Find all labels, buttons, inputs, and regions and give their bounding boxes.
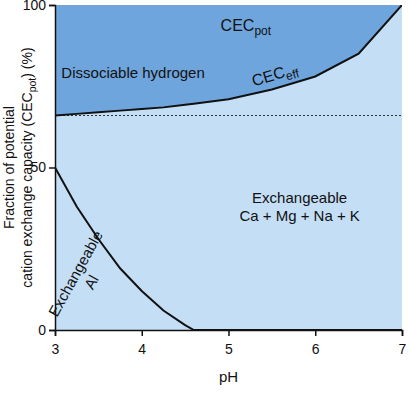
marks bbox=[55, 5, 402, 330]
text-run: CEC bbox=[250, 63, 287, 89]
subscript: pot bbox=[26, 78, 38, 93]
series-label: ExchangeableAl bbox=[45, 228, 122, 328]
text-run: CEC bbox=[221, 17, 255, 34]
y-axis-label-line: cation exchange capacity (CECpot) (%) bbox=[19, 47, 38, 287]
area bbox=[55, 5, 402, 116]
tick-mark bbox=[49, 5, 55, 7]
boundary-line bbox=[55, 5, 402, 116]
tick-label: 100 bbox=[23, 0, 47, 13]
text-run: Fraction of potential bbox=[1, 106, 17, 229]
x-axis-label: pH bbox=[219, 368, 238, 385]
tick-mark bbox=[228, 330, 230, 336]
x-axis: 3 4 5 6 7 bbox=[52, 330, 407, 357]
tick: 0 bbox=[38, 322, 55, 338]
axis-line bbox=[49, 6, 56, 331]
tick-label: 3 bbox=[52, 341, 60, 357]
tick-mark bbox=[315, 330, 317, 336]
series-label-line: Dissociable hydrogen bbox=[61, 64, 204, 81]
tick: 6 bbox=[312, 330, 320, 357]
tick: 7 bbox=[399, 330, 407, 357]
tick-label: 0 bbox=[38, 322, 46, 338]
series-label-line: Ca + Mg + Na + K bbox=[239, 207, 359, 224]
series-label: Dissociable hydrogen bbox=[61, 64, 204, 81]
reference-line bbox=[55, 115, 402, 116]
tick-label: 6 bbox=[312, 341, 320, 357]
tick-mark bbox=[402, 330, 404, 336]
chart: 34567050100pHExchangeableAlExchangeableC… bbox=[0, 0, 410, 395]
subscript: pot bbox=[254, 24, 271, 38]
axis-line bbox=[56, 331, 403, 337]
tick-label: 7 bbox=[399, 341, 407, 357]
text-run: ) (%) bbox=[19, 47, 35, 77]
y-axis-label-line: Fraction of potential bbox=[1, 106, 17, 229]
y-axis-label: Fraction of potentialcation exchange cap… bbox=[1, 47, 38, 287]
tick-mark bbox=[49, 167, 55, 169]
area bbox=[55, 5, 402, 330]
series-label-line: Exchangeable bbox=[45, 228, 106, 319]
annotation: CECeff bbox=[250, 59, 302, 93]
tick-label: 4 bbox=[138, 341, 146, 357]
tick: 100 bbox=[23, 0, 55, 13]
series-label-line: Al bbox=[80, 272, 101, 292]
tick-mark bbox=[142, 330, 144, 336]
text-run: cation exchange capacity (CEC bbox=[19, 92, 35, 287]
tick: 3 bbox=[52, 330, 60, 357]
tick: 4 bbox=[138, 330, 146, 357]
subscript: eff bbox=[284, 66, 301, 83]
annotation: CECpot bbox=[221, 17, 272, 38]
tick-mark bbox=[49, 330, 55, 332]
tick-label: 5 bbox=[225, 341, 233, 357]
series-label-line: Exchangeable bbox=[252, 189, 347, 206]
tick: 5 bbox=[225, 330, 233, 357]
series-label: ExchangeableCa + Mg + Na + K bbox=[239, 189, 359, 224]
boundary-line bbox=[55, 168, 402, 331]
plot: 34567050100pHExchangeableAlExchangeableC… bbox=[23, 0, 407, 385]
